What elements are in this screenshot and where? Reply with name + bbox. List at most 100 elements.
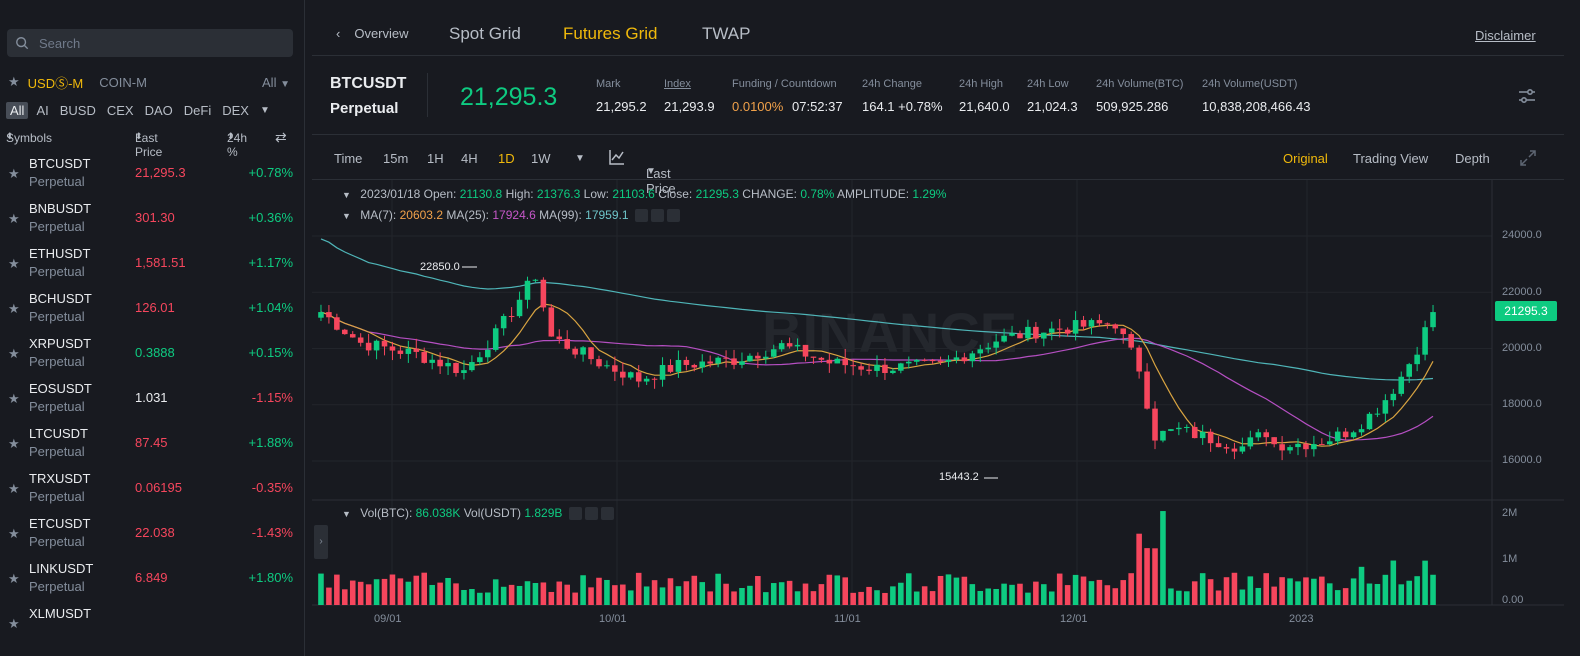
candle bbox=[1271, 437, 1277, 445]
category-tab-busd[interactable]: BUSD bbox=[59, 103, 96, 118]
vol-usdt-value: 1.829B bbox=[524, 506, 563, 520]
candle bbox=[1128, 334, 1134, 348]
tab-coin-m[interactable]: COIN-M bbox=[99, 74, 147, 90]
open-label: Open: bbox=[423, 187, 457, 201]
close-icon[interactable] bbox=[666, 209, 680, 223]
candle bbox=[683, 359, 690, 365]
pair-row[interactable]: ★ ETHUSDT Perpetual 1,581.51 +1.17% bbox=[0, 242, 300, 287]
category-tab-ai[interactable]: AI bbox=[36, 103, 49, 118]
view-trading-view[interactable]: Trading View bbox=[1353, 151, 1429, 166]
pair-row[interactable]: ★ BTCUSDT Perpetual 21,295.3 +0.78% bbox=[0, 152, 300, 197]
interval-15m[interactable]: 15m bbox=[383, 151, 409, 166]
category-tab-cex[interactable]: CEX bbox=[106, 103, 134, 118]
indicator-chart-icon[interactable] bbox=[608, 148, 626, 169]
back-to-overview[interactable]: ‹ Overview bbox=[336, 26, 409, 41]
interval-1d[interactable]: 1D bbox=[498, 151, 515, 166]
volume-bar bbox=[1096, 579, 1103, 605]
amplitude-value: 1.29% bbox=[912, 187, 947, 201]
collapse-caret-icon[interactable]: ▼ bbox=[342, 211, 351, 221]
swap-icon[interactable]: ⇄ bbox=[275, 129, 287, 145]
favorite-star-icon[interactable]: ★ bbox=[8, 481, 20, 496]
tab-spot-grid[interactable]: Spot Grid bbox=[449, 24, 521, 43]
favorite-star-icon[interactable]: ★ bbox=[8, 436, 20, 451]
favorite-star-icon[interactable]: ★ bbox=[8, 571, 20, 586]
favorite-star-icon[interactable]: ★ bbox=[8, 256, 20, 271]
pair-row[interactable]: ★ ETCUSDT Perpetual 22.038 -1.43% bbox=[0, 512, 300, 557]
close-icon[interactable] bbox=[600, 507, 614, 521]
volume-bar bbox=[858, 591, 864, 605]
eye-icon[interactable] bbox=[568, 507, 582, 521]
more-intervals-caret-icon[interactable]: ▼ bbox=[575, 153, 585, 164]
pair-symbol: BCHUSDT bbox=[29, 291, 92, 306]
favorites-star-icon[interactable]: ★ bbox=[8, 74, 20, 89]
collapse-caret-icon[interactable]: ▼ bbox=[342, 509, 351, 519]
category-more-caret-icon[interactable]: ▼ bbox=[259, 105, 270, 116]
tab-twap[interactable]: TWAP bbox=[702, 24, 751, 43]
favorite-star-icon[interactable]: ★ bbox=[8, 391, 20, 406]
search-input[interactable] bbox=[39, 35, 279, 51]
col-change-label: 24h % bbox=[227, 131, 248, 159]
candle bbox=[858, 366, 864, 370]
disclaimer-link[interactable]: Disclaimer bbox=[1475, 28, 1536, 43]
pair-row[interactable]: ★ BCHUSDT Perpetual 126.01 +1.04% bbox=[0, 287, 300, 332]
view-original[interactable]: Original bbox=[1283, 151, 1328, 166]
tab-usd-m[interactable]: USDⓈ-M bbox=[27, 75, 84, 91]
gear-icon[interactable] bbox=[584, 507, 598, 521]
pair-price: 87.45 bbox=[135, 435, 168, 450]
volume-bar bbox=[834, 575, 841, 605]
settings-sliders-icon[interactable] bbox=[1517, 86, 1537, 106]
pair-row[interactable]: ★ XRPUSDT Perpetual 0.3888 +0.15% bbox=[0, 332, 300, 377]
candle bbox=[532, 279, 539, 281]
pair-row[interactable]: ★ LTCUSDT Perpetual 87.45 +1.88% bbox=[0, 422, 300, 467]
favorite-star-icon[interactable]: ★ bbox=[8, 211, 20, 226]
favorite-star-icon[interactable]: ★ bbox=[8, 166, 20, 181]
candle bbox=[1072, 320, 1079, 334]
volume-bar bbox=[874, 590, 880, 605]
pair-row[interactable]: ★ BNBUSDT Perpetual 301.30 +0.36% bbox=[0, 197, 300, 242]
category-tab-dex[interactable]: DEX bbox=[222, 103, 249, 118]
candle bbox=[326, 312, 332, 318]
interval-1w[interactable]: 1W bbox=[531, 151, 551, 166]
interval-4h[interactable]: 4H bbox=[461, 151, 478, 166]
pair-type: Perpetual bbox=[29, 534, 85, 549]
candle bbox=[1358, 429, 1365, 433]
low-label: 24h Low bbox=[1027, 78, 1069, 90]
volume-bar bbox=[1255, 587, 1262, 605]
pair-row[interactable]: ★ EOSUSDT Perpetual 1.031 -1.15% bbox=[0, 377, 300, 422]
tab-futures-grid[interactable]: Futures Grid bbox=[563, 24, 658, 43]
gear-icon[interactable] bbox=[650, 209, 664, 223]
volume-bar bbox=[612, 585, 618, 605]
search-box[interactable] bbox=[7, 29, 293, 57]
eye-icon[interactable] bbox=[634, 209, 648, 223]
pair-row[interactable]: ★ TRXUSDT Perpetual 0.06195 -0.35% bbox=[0, 467, 300, 512]
category-tab-dao[interactable]: DAO bbox=[144, 103, 173, 118]
pair-row[interactable]: ★ LINKUSDT Perpetual 6.849 +1.80% bbox=[0, 557, 300, 602]
candle bbox=[874, 364, 880, 371]
candle bbox=[747, 355, 753, 362]
vol-btc-value: 509,925.286 bbox=[1096, 99, 1169, 114]
volume-bar bbox=[794, 591, 801, 605]
volume-bar bbox=[1223, 577, 1230, 605]
pair-row[interactable]: ★ XLMUSDT bbox=[0, 602, 300, 647]
fullscreen-icon[interactable] bbox=[1519, 149, 1537, 170]
candle bbox=[1168, 429, 1174, 431]
category-tab-all[interactable]: All bbox=[6, 102, 29, 119]
category-tab-defi[interactable]: DeFi bbox=[183, 103, 212, 118]
volume-bar bbox=[413, 575, 420, 605]
filter-dropdown[interactable]: All ▼ bbox=[262, 75, 290, 90]
favorite-star-icon[interactable]: ★ bbox=[8, 526, 20, 541]
index-label[interactable]: Index bbox=[664, 78, 691, 90]
pair-price: 0.3888 bbox=[135, 345, 175, 360]
chart-area[interactable]: BINANCE ▼ 2023/01/18 Open: 21130.8 High:… bbox=[312, 180, 1564, 630]
view-depth[interactable]: Depth bbox=[1455, 151, 1490, 166]
favorite-star-icon[interactable]: ★ bbox=[8, 346, 20, 361]
collapse-caret-icon[interactable]: ▼ bbox=[342, 190, 351, 200]
interval-time[interactable]: Time bbox=[334, 151, 363, 166]
pair-type: Perpetual bbox=[29, 264, 85, 279]
volume-bar bbox=[1263, 573, 1269, 605]
favorite-star-icon[interactable]: ★ bbox=[8, 301, 20, 316]
expand-panel-handle[interactable]: › bbox=[314, 525, 328, 559]
interval-1h[interactable]: 1H bbox=[427, 151, 444, 166]
favorite-star-icon[interactable]: ★ bbox=[8, 616, 20, 631]
pair-list: ★ BTCUSDT Perpetual 21,295.3 +0.78% ★ BNBUSDT P… bbox=[0, 152, 300, 647]
